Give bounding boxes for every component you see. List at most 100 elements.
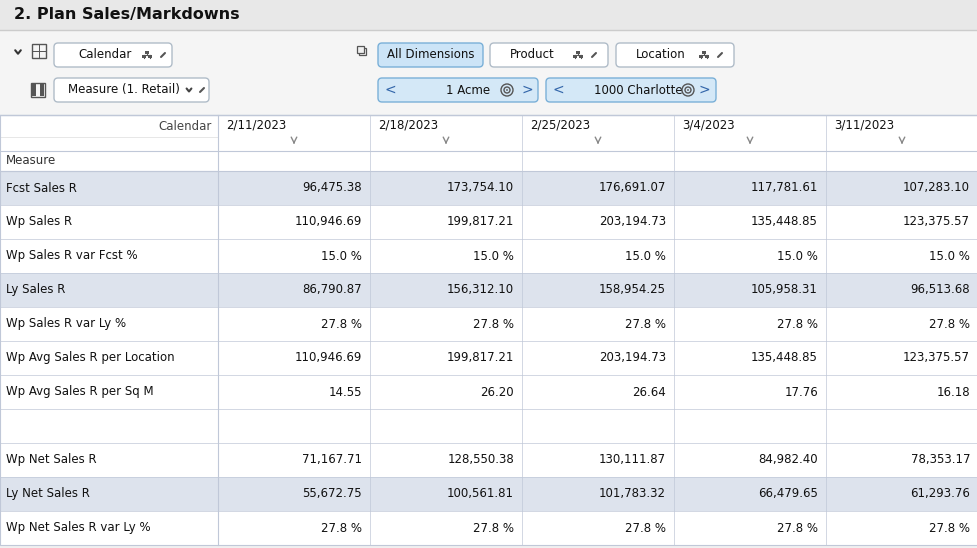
Text: Wp Net Sales R: Wp Net Sales R — [6, 454, 97, 466]
Bar — [32, 84, 36, 96]
Text: 15.0 %: 15.0 % — [321, 249, 362, 262]
Bar — [0, 307, 977, 341]
Bar — [0, 511, 977, 545]
Text: 27.8 %: 27.8 % — [321, 317, 362, 330]
Text: 2/18/2023: 2/18/2023 — [378, 118, 438, 132]
Text: 15.0 %: 15.0 % — [625, 249, 666, 262]
Text: >: > — [699, 83, 710, 97]
Text: 158,954.25: 158,954.25 — [599, 283, 666, 296]
Text: 110,946.69: 110,946.69 — [295, 215, 362, 229]
Bar — [0, 239, 977, 273]
Text: 16.18: 16.18 — [936, 385, 970, 398]
Bar — [146, 51, 149, 54]
Bar — [0, 341, 977, 375]
Bar — [0, 443, 977, 477]
Text: 101,783.32: 101,783.32 — [599, 488, 666, 500]
Text: Calendar: Calendar — [158, 121, 212, 134]
Text: 2. Plan Sales/Markdowns: 2. Plan Sales/Markdowns — [14, 8, 239, 22]
Text: 86,790.87: 86,790.87 — [302, 283, 362, 296]
Text: Ly Sales R: Ly Sales R — [6, 283, 65, 296]
Bar — [31, 83, 45, 97]
Text: 128,550.38: 128,550.38 — [447, 454, 514, 466]
Text: 105,958.31: 105,958.31 — [751, 283, 818, 296]
Text: Product: Product — [510, 49, 555, 61]
Text: Wp Sales R: Wp Sales R — [6, 215, 72, 229]
Text: 199,817.21: 199,817.21 — [446, 215, 514, 229]
Text: Measure: Measure — [6, 155, 57, 168]
Bar — [358, 47, 364, 53]
Bar — [40, 84, 44, 96]
Text: 100,561.81: 100,561.81 — [447, 488, 514, 500]
FancyBboxPatch shape — [616, 43, 734, 67]
Text: 78,353.17: 78,353.17 — [911, 454, 970, 466]
Bar — [573, 55, 577, 58]
Bar — [704, 55, 708, 58]
Text: Measure (1. Retail): Measure (1. Retail) — [68, 83, 180, 96]
FancyBboxPatch shape — [54, 43, 172, 67]
Text: 107,283.10: 107,283.10 — [903, 181, 970, 195]
Text: 27.8 %: 27.8 % — [473, 522, 514, 534]
Text: 14.55: 14.55 — [328, 385, 362, 398]
Text: 27.8 %: 27.8 % — [625, 522, 666, 534]
Text: 135,448.85: 135,448.85 — [751, 215, 818, 229]
Text: 27.8 %: 27.8 % — [321, 522, 362, 534]
Text: 199,817.21: 199,817.21 — [446, 351, 514, 364]
Text: 203,194.73: 203,194.73 — [599, 351, 666, 364]
Text: 2/11/2023: 2/11/2023 — [226, 118, 286, 132]
Bar — [360, 48, 366, 55]
Bar — [0, 477, 977, 511]
Text: Wp Avg Sales R per Sq M: Wp Avg Sales R per Sq M — [6, 385, 153, 398]
Text: 1000 Charlotte: 1000 Charlotte — [594, 83, 682, 96]
Text: 27.8 %: 27.8 % — [777, 522, 818, 534]
Bar — [700, 55, 703, 58]
Text: Fcst Sales R: Fcst Sales R — [6, 181, 77, 195]
Bar — [148, 55, 151, 58]
Bar — [0, 151, 977, 171]
Text: 17.76: 17.76 — [785, 385, 818, 398]
Text: All Dimensions: All Dimensions — [387, 49, 474, 61]
Bar — [0, 171, 977, 205]
Text: Wp Avg Sales R per Location: Wp Avg Sales R per Location — [6, 351, 175, 364]
Bar — [0, 0, 977, 30]
Text: 135,448.85: 135,448.85 — [751, 351, 818, 364]
Text: 117,781.61: 117,781.61 — [750, 181, 818, 195]
Text: Wp Net Sales R var Ly %: Wp Net Sales R var Ly % — [6, 522, 150, 534]
Bar — [702, 51, 706, 54]
Text: 96,475.38: 96,475.38 — [302, 181, 362, 195]
Bar — [0, 375, 977, 409]
Text: 156,312.10: 156,312.10 — [446, 283, 514, 296]
Text: 173,754.10: 173,754.10 — [446, 181, 514, 195]
FancyBboxPatch shape — [546, 78, 716, 102]
Text: 71,167.71: 71,167.71 — [302, 454, 362, 466]
FancyBboxPatch shape — [54, 78, 209, 102]
Bar — [0, 115, 977, 545]
Text: <: < — [552, 83, 564, 97]
Text: <: < — [384, 83, 396, 97]
Text: 26.64: 26.64 — [632, 385, 666, 398]
Text: 26.20: 26.20 — [481, 385, 514, 398]
Text: Ly Net Sales R: Ly Net Sales R — [6, 488, 90, 500]
Text: 15.0 %: 15.0 % — [929, 249, 970, 262]
Text: Wp Sales R var Fcst %: Wp Sales R var Fcst % — [6, 249, 138, 262]
FancyBboxPatch shape — [378, 43, 483, 67]
Bar — [0, 115, 977, 151]
Text: Location: Location — [636, 49, 686, 61]
Text: 110,946.69: 110,946.69 — [295, 351, 362, 364]
Text: Wp Sales R var Ly %: Wp Sales R var Ly % — [6, 317, 126, 330]
Text: 2/25/2023: 2/25/2023 — [530, 118, 590, 132]
Text: 123,375.57: 123,375.57 — [903, 351, 970, 364]
Bar — [576, 51, 580, 54]
Text: 27.8 %: 27.8 % — [929, 522, 970, 534]
Text: 96,513.68: 96,513.68 — [911, 283, 970, 296]
Text: 27.8 %: 27.8 % — [625, 317, 666, 330]
Bar — [0, 30, 977, 115]
FancyBboxPatch shape — [378, 78, 538, 102]
Bar — [0, 205, 977, 239]
Text: Calendar: Calendar — [78, 49, 131, 61]
Text: 27.8 %: 27.8 % — [473, 317, 514, 330]
Text: 27.8 %: 27.8 % — [929, 317, 970, 330]
Circle shape — [687, 89, 689, 91]
Text: 176,691.07: 176,691.07 — [599, 181, 666, 195]
Text: 61,293.76: 61,293.76 — [911, 488, 970, 500]
Text: 15.0 %: 15.0 % — [473, 249, 514, 262]
